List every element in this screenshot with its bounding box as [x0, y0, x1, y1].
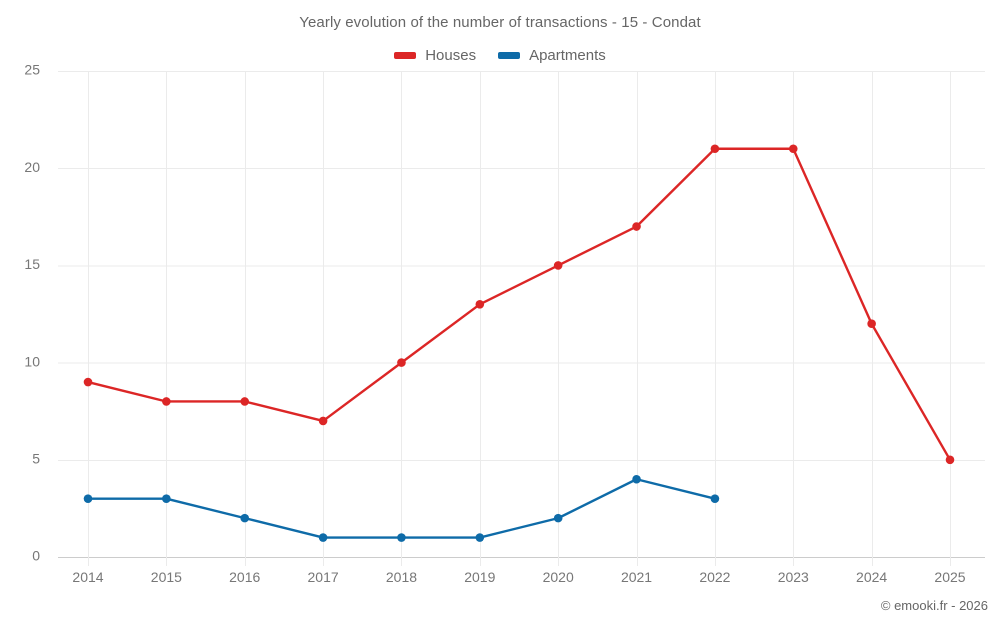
- legend-swatch-apartments-icon: [498, 51, 521, 59]
- data-point[interactable]: [710, 494, 720, 503]
- x-axis-tick-label: 2014: [72, 569, 103, 585]
- y-axis-tick-label: 5: [32, 451, 40, 467]
- data-point[interactable]: [788, 144, 798, 154]
- data-point[interactable]: [632, 222, 641, 231]
- data-point[interactable]: [475, 533, 485, 542]
- legend-item-apartments[interactable]: Apartments: [498, 47, 606, 64]
- x-axis-tick-label: 2017: [308, 569, 339, 585]
- y-axis-tick-label: 0: [32, 548, 40, 564]
- data-point[interactable]: [397, 358, 406, 367]
- data-point[interactable]: [397, 533, 406, 542]
- data-point[interactable]: [240, 397, 250, 406]
- data-point[interactable]: [162, 397, 171, 406]
- y-axis-ticks: 0 5 10 15 20 25: [24, 62, 40, 564]
- legend-swatch-houses-icon: [394, 51, 417, 59]
- x-axis-tick-label: 2019: [464, 569, 495, 585]
- data-point[interactable]: [867, 319, 876, 329]
- x-axis-tick-label: 2021: [621, 569, 652, 585]
- data-point[interactable]: [945, 455, 955, 465]
- x-axis-ticks: 2014 2015 2016 2017 2018 2019 2020 2021 2022 2023…: [72, 569, 965, 585]
- data-point[interactable]: [318, 416, 328, 426]
- x-axis-tick-label: 2025: [934, 569, 965, 585]
- x-axis-tick-label: 2018: [386, 569, 417, 585]
- data-point[interactable]: [710, 144, 720, 154]
- data-point[interactable]: [632, 474, 641, 484]
- series-apartments: [83, 474, 720, 542]
- y-axis-tick-label: 10: [24, 353, 40, 369]
- data-point[interactable]: [475, 299, 485, 309]
- series-houses: [83, 144, 955, 465]
- x-axis-tick-label: 2022: [699, 569, 730, 585]
- legend-label-apartments: Apartments: [529, 46, 606, 64]
- data-series: [83, 144, 955, 542]
- series-line: [86, 147, 952, 461]
- data-point[interactable]: [553, 261, 563, 270]
- chart-legend: Houses Apartments: [0, 44, 1000, 66]
- y-axis-tick-label: 15: [24, 256, 40, 272]
- data-point[interactable]: [553, 513, 563, 523]
- x-axis-tick-label: 2016: [229, 569, 260, 585]
- y-axis-tick-label: 20: [24, 159, 40, 175]
- data-point[interactable]: [162, 494, 171, 503]
- data-point[interactable]: [240, 513, 250, 523]
- x-axis-tick-label: 2015: [151, 569, 182, 585]
- data-point[interactable]: [83, 494, 93, 503]
- y-axis-tick-label: 25: [24, 62, 40, 78]
- legend-item-houses[interactable]: Houses: [394, 47, 476, 64]
- x-axis-tick-label: 2024: [856, 569, 887, 585]
- x-axis-tick-label: 2023: [778, 569, 809, 585]
- data-point[interactable]: [83, 377, 93, 387]
- footer-credit: © emooki.fr - 2026: [880, 598, 988, 613]
- x-axis-tick-label: 2020: [543, 569, 574, 585]
- grid-lines: [58, 71, 985, 566]
- data-point[interactable]: [318, 533, 328, 542]
- legend-label-houses: Houses: [425, 46, 477, 64]
- chart-title: Yearly evolution of the number of transa…: [299, 14, 701, 31]
